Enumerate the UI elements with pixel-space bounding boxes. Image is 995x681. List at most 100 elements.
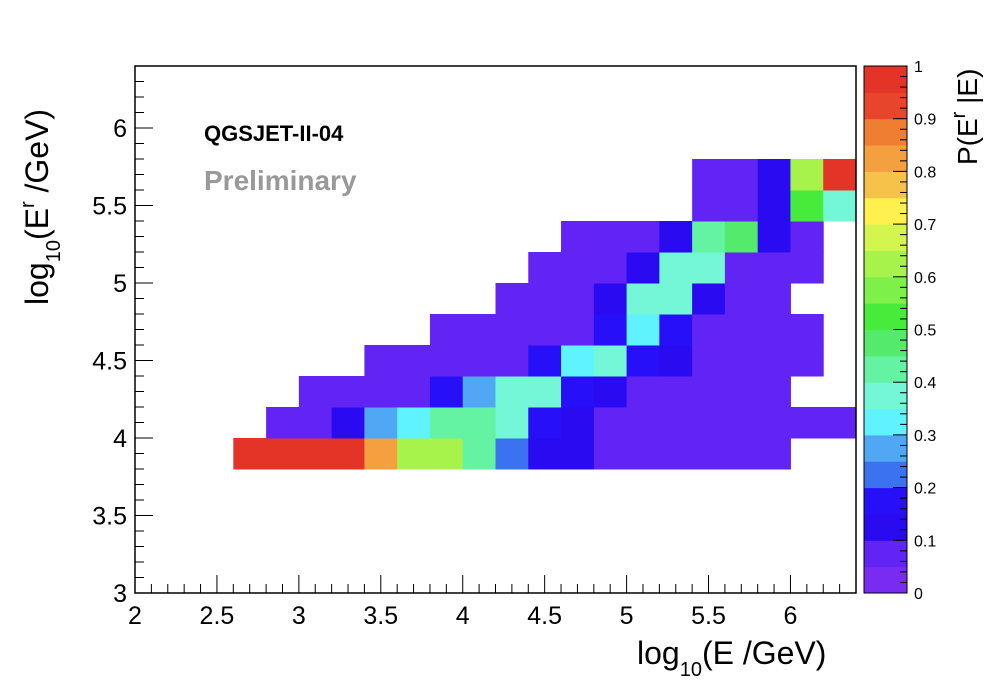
colorbar-segment (864, 197, 907, 225)
heatmap-cell (724, 407, 759, 439)
heatmap-cells (233, 159, 857, 470)
heatmap-cell (692, 283, 726, 315)
heatmap-cell (397, 407, 431, 439)
heatmap-cell (561, 283, 595, 315)
heatmap-cell (593, 438, 628, 470)
y-tick-label: 4 (113, 425, 127, 453)
z-tick-label: 0.8 (914, 164, 936, 181)
heatmap-cell (397, 438, 431, 470)
heatmap-cell (724, 252, 759, 284)
heatmap-cell (626, 438, 660, 470)
heatmap-cell (528, 407, 562, 439)
heatmap-cell (757, 190, 791, 222)
z-tick-label: 0.2 (914, 481, 936, 498)
z-tick-label: 0.7 (914, 217, 936, 234)
heatmap-cell (462, 314, 496, 346)
colorbar-segment (864, 408, 907, 436)
colorbar-segment (864, 461, 907, 489)
heatmap-cell (561, 314, 595, 346)
heatmap-cell (823, 190, 857, 222)
heatmap-cell (528, 438, 562, 470)
heatmap-cell (626, 376, 660, 408)
colorbar-segment (864, 487, 907, 515)
z-tick-label: 0.9 (914, 112, 936, 129)
heatmap-cell (528, 283, 562, 315)
heatmap-cell (692, 190, 726, 222)
heatmap-cell (724, 190, 759, 222)
heatmap-cell (692, 221, 726, 253)
colorbar-segment (864, 224, 907, 251)
y-tick-label: 3 (113, 580, 127, 608)
heatmap-cell (495, 438, 529, 470)
heatmap-cell (757, 159, 791, 191)
heatmap-cell (266, 407, 300, 439)
heatmap-cell (659, 283, 693, 315)
heatmap-cell (331, 438, 365, 470)
heatmap-cell (429, 314, 464, 346)
heatmap-cell (561, 407, 595, 439)
heatmap-cell (561, 252, 595, 284)
colorbar-segment (864, 513, 907, 541)
colorbar-segment (864, 434, 907, 462)
colorbar-segment (864, 250, 907, 278)
heatmap-cell (692, 314, 726, 346)
y-axis-title: log10(Er /GeV) (17, 109, 65, 305)
heatmap-cell (495, 376, 529, 408)
colorbar-segment (864, 92, 907, 120)
heatmap-cell (659, 252, 693, 284)
heatmap-cell (593, 252, 628, 284)
x-tick-label: 4 (456, 602, 470, 630)
z-tick-label: 1 (914, 59, 923, 76)
heatmap-cell (757, 252, 791, 284)
colorbar-segment (864, 566, 907, 594)
heatmap-cell (724, 283, 759, 315)
heatmap-cell (659, 314, 693, 346)
heatmap-cell (790, 190, 824, 222)
y-tick-label: 6 (113, 115, 127, 143)
heatmap-cell (724, 314, 759, 346)
heatmap-cell (626, 345, 660, 377)
heatmap-cell (593, 283, 628, 315)
heatmap-cell (528, 252, 562, 284)
heatmap-cell (626, 283, 660, 315)
heatmap-cell (593, 221, 628, 253)
heatmap-cell (757, 345, 791, 377)
x-axis: 2 2.5 3 3.5 4 4.5 5 5.5 6 (128, 575, 857, 630)
x-tick-label: 6 (784, 602, 798, 630)
heatmap-cell (692, 252, 726, 284)
colorbar-segment (864, 540, 907, 568)
heatmap-cell (462, 438, 496, 470)
heatmap-cell (724, 345, 759, 377)
heatmap-cell (692, 438, 726, 470)
heatmap-cell (331, 376, 365, 408)
heatmap-cell (724, 159, 759, 191)
x-tick-label: 4.5 (527, 602, 562, 630)
heatmap-cell (790, 221, 824, 253)
y-tick-label: 5.5 (92, 193, 127, 221)
heatmap-cell (561, 345, 595, 377)
z-tick-label: 0.6 (914, 270, 936, 287)
heatmap-cell (790, 252, 824, 284)
heatmap-cell (626, 314, 660, 346)
heatmap-cell (757, 314, 791, 346)
colorbar-axis: 0 0.1 0.2 0.3 0.4 0.5 0.6 0.7 0.8 0.9 1 (893, 59, 936, 603)
colorbar-segment (864, 329, 907, 357)
y-tick-label: 3.5 (92, 503, 127, 531)
heatmap-cell (528, 345, 562, 377)
x-tick-label: 2 (128, 602, 142, 630)
colorbar-segment (864, 145, 907, 172)
x-tick-label: 5 (620, 602, 634, 630)
heatmap-cell (659, 438, 693, 470)
heatmap-cell (823, 159, 857, 191)
heatmap-cell (298, 407, 333, 439)
colorbar (864, 66, 907, 594)
z-tick-label: 0.3 (914, 428, 936, 445)
heatmap-cell (724, 438, 759, 470)
heatmap-cell (724, 376, 759, 408)
heatmap-cell (233, 438, 267, 470)
heatmap-cell (757, 376, 791, 408)
heatmap-cell (561, 376, 595, 408)
z-tick-label: 0.4 (914, 375, 936, 392)
y-tick-label: 5 (113, 270, 127, 298)
